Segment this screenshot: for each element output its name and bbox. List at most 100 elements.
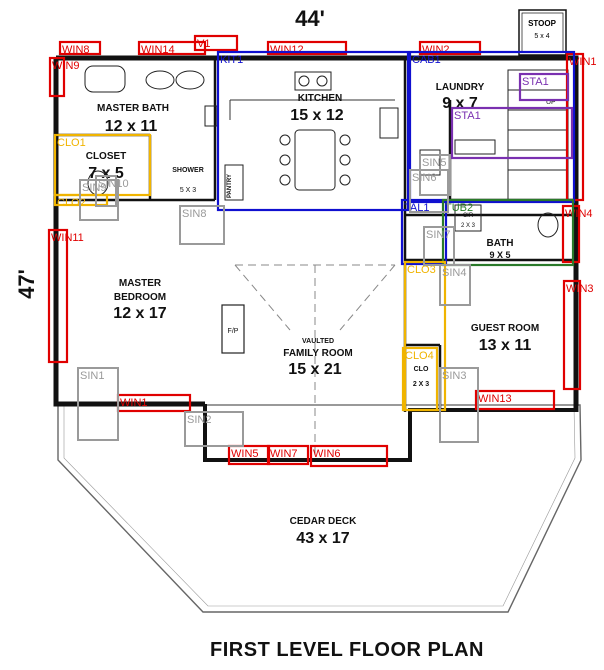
annotation-label: WIN7 bbox=[270, 448, 298, 460]
annotation-label: SIN9 bbox=[82, 182, 106, 194]
annotation-label: CLO1 bbox=[57, 137, 86, 149]
room-kitchen-size: 15 x 12 bbox=[290, 107, 343, 124]
annotation-label: WIN9 bbox=[52, 60, 80, 72]
annotation-label: WIN1 bbox=[120, 397, 148, 409]
room-closet-size: 7 x 5 bbox=[88, 165, 124, 182]
annotation-label: WIN6 bbox=[313, 448, 341, 460]
overall-width: 44' bbox=[295, 6, 325, 31]
room-kitchen-name: KITCHEN bbox=[298, 93, 342, 104]
annotation-label: TUB2 bbox=[445, 202, 473, 214]
fireplace-label: F/P bbox=[228, 328, 239, 335]
annotation-box bbox=[216, 50, 410, 212]
annotation-label: SIN8 bbox=[182, 208, 206, 220]
annotation-label: SIN7 bbox=[426, 229, 450, 241]
room-laundry-name: LAUNDRY bbox=[436, 82, 485, 93]
plan-title: FIRST LEVEL FLOOR PLAN bbox=[210, 639, 484, 661]
annotation-win9: WIN9 bbox=[48, 56, 80, 98]
annotation-box bbox=[79, 179, 119, 221]
annotation-label: SIN3 bbox=[442, 370, 466, 382]
annotation-box bbox=[137, 40, 207, 56]
room-guest-size: 13 x 11 bbox=[479, 337, 532, 354]
annotation-sta1: STA1 bbox=[450, 106, 574, 160]
room-deck-name: CEDAR DECK bbox=[290, 516, 357, 527]
room-guest-closet-name: CLO bbox=[414, 366, 429, 373]
annotation-win4: WIN4 bbox=[561, 204, 593, 264]
annotation-label: SIN2 bbox=[187, 414, 211, 426]
annotation-label: KIT1 bbox=[220, 54, 243, 66]
annotation-box bbox=[409, 169, 449, 213]
circ-size: 2 X 3 bbox=[461, 223, 476, 229]
annotation-box bbox=[418, 40, 482, 56]
room-guest-name: GUEST ROOM bbox=[471, 323, 539, 334]
annotation-sin10: SIN10 bbox=[95, 175, 129, 207]
annotation-sin6: SIN6 bbox=[409, 169, 449, 213]
annotation-box bbox=[77, 367, 119, 441]
cedar-deck bbox=[57, 404, 582, 613]
annotation-box bbox=[408, 50, 576, 204]
annotation-box bbox=[439, 367, 479, 443]
annotation-label: WIN8 bbox=[62, 44, 90, 56]
annotation-win8: WIN8 bbox=[58, 40, 102, 56]
room-master-bath-size: 12 x 11 bbox=[105, 118, 158, 135]
kitchen-fixtures bbox=[224, 71, 399, 201]
room-family-name: FAMILY ROOM bbox=[283, 348, 352, 359]
annotation-sin8: SIN8 bbox=[179, 205, 225, 245]
room-guest-closet-size: 2 X 3 bbox=[413, 381, 429, 388]
annotation-tub2: TUB2 bbox=[441, 198, 575, 267]
annotation-cab1: CAB1 bbox=[408, 50, 576, 204]
annotation-label: WIN4 bbox=[565, 208, 593, 220]
annotation-box bbox=[58, 40, 102, 56]
annotation-v1: V1 bbox=[193, 34, 239, 52]
annotation-sin1: SIN1 bbox=[77, 367, 119, 441]
annotation-win12: WIN12 bbox=[266, 40, 348, 56]
stair-up-label: UP bbox=[546, 99, 556, 106]
annotation-box bbox=[450, 106, 574, 160]
annotation-box bbox=[48, 56, 66, 98]
annotation-box bbox=[561, 204, 581, 264]
annotation-label: WIN12 bbox=[270, 44, 304, 56]
annotation-win3: WIN3 bbox=[562, 279, 594, 391]
annotation-box bbox=[266, 40, 348, 56]
annotation-win13: WIN13 bbox=[474, 389, 556, 411]
room-closet-name: CLOSET bbox=[86, 151, 127, 162]
fireplace: F/P bbox=[221, 304, 245, 354]
vault-lines bbox=[234, 264, 396, 455]
room-family-vaulted: VAULTED bbox=[302, 338, 334, 345]
annotation-sin7: SIN7 bbox=[423, 226, 455, 266]
overall-depth: 47' bbox=[14, 269, 39, 299]
annotation-box bbox=[179, 205, 225, 245]
annotation-label: V1 bbox=[197, 38, 210, 50]
annotation-label: CLO4 bbox=[405, 350, 434, 362]
stoop: STOOP 5 x 4 bbox=[518, 9, 567, 56]
annotation-sin2: SIN2 bbox=[184, 411, 244, 447]
annotation-kit1: KIT1 bbox=[216, 50, 410, 212]
annotation-win11: WIN11 bbox=[47, 228, 84, 364]
annotation-label: SIN5 bbox=[422, 157, 446, 169]
bath-fixtures bbox=[84, 65, 218, 196]
room-master-bedroom-name-2: BEDROOM bbox=[114, 292, 166, 303]
room-shower-name: SHOWER bbox=[172, 167, 204, 174]
annotation-box bbox=[193, 34, 239, 52]
annotation-label: WIN14 bbox=[141, 44, 175, 56]
annotation-label: WIN1 bbox=[569, 56, 597, 68]
room-pantry-name: PANTRY bbox=[227, 174, 233, 198]
annotation-label: SIN4 bbox=[442, 267, 466, 279]
annotation-box bbox=[266, 444, 310, 466]
room-master-bedroom-size: 12 x 17 bbox=[113, 305, 166, 322]
room-bath-name: BATH bbox=[486, 238, 513, 249]
annotation-box bbox=[423, 226, 455, 266]
room-shower-size: 5 X 3 bbox=[180, 187, 196, 194]
annotation-label: SIN6 bbox=[412, 172, 436, 184]
annotation-sin3: SIN3 bbox=[439, 367, 479, 443]
annotation-box bbox=[419, 154, 451, 196]
annotation-label: CLO3 bbox=[407, 264, 436, 276]
annotation-box bbox=[95, 175, 117, 207]
annotation-box bbox=[518, 72, 570, 102]
annotation-win14: WIN14 bbox=[137, 40, 207, 56]
annotation-win6: WIN6 bbox=[309, 444, 389, 468]
annotation-win7: WIN7 bbox=[266, 444, 310, 466]
room-family-size: 15 x 21 bbox=[288, 361, 341, 378]
annotation-sta1: STA1 bbox=[518, 72, 570, 102]
